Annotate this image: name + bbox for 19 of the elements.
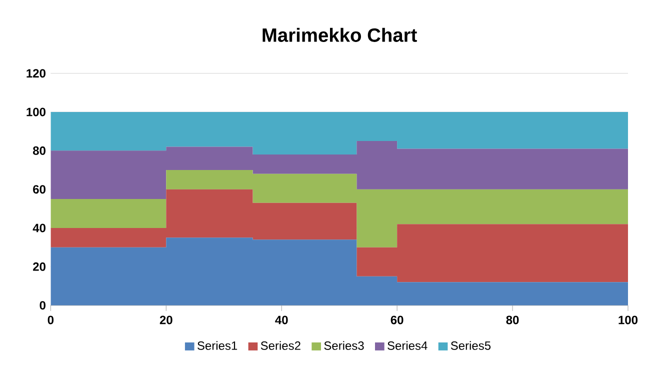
y-tick-label: 100 [26,108,46,116]
legend-label: Series2 [260,341,300,350]
x-tick-label: 80 [506,316,519,324]
x-tick-label: 0 [48,316,54,324]
x-tick-label: 20 [160,316,172,324]
x-tick-label: 60 [390,316,404,324]
legend-label: Series1 [198,341,238,350]
y-tick-label: 0 [40,301,46,310]
y-tick-label: 20 [33,262,46,271]
y-tick-label: 120 [26,69,46,78]
chart-title: Marimekko Chart [262,28,417,42]
legend-label: Series5 [450,341,491,350]
x-tick-label: 100 [618,316,638,324]
y-tick-label: 80 [32,146,46,155]
x-tick-label: 40 [275,316,288,324]
legend-label: Series3 [324,341,364,350]
legend-label: Series4 [388,341,428,350]
y-tick-label: 40 [32,224,46,232]
y-tick-label: 60 [33,185,46,194]
